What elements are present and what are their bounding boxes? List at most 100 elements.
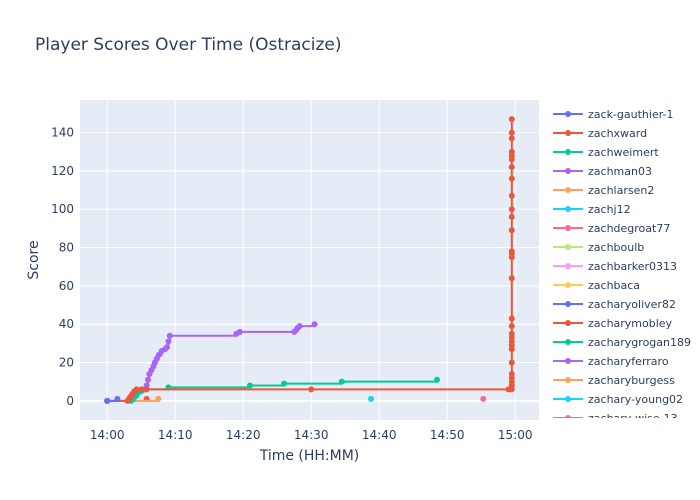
legend-label: zachdegroat77 bbox=[588, 222, 670, 235]
x-tick-label: 14:20 bbox=[226, 428, 261, 442]
series-zachdegroat77 bbox=[480, 395, 487, 402]
legend-item[interactable]: zacharymobley bbox=[553, 317, 673, 330]
legend-swatch-marker bbox=[565, 168, 571, 174]
legend-swatch-marker bbox=[565, 111, 571, 117]
legend-swatch-marker bbox=[565, 301, 571, 307]
legend-label: zachbarker0313 bbox=[588, 260, 677, 273]
data-point bbox=[508, 148, 515, 155]
legend-swatch-marker bbox=[565, 187, 571, 193]
data-point bbox=[165, 338, 172, 345]
data-point bbox=[247, 382, 253, 389]
legend-item[interactable]: zachweimert bbox=[553, 146, 659, 159]
data-point bbox=[133, 386, 140, 393]
legend-item[interactable]: zachman03 bbox=[553, 165, 652, 178]
data-point bbox=[508, 371, 515, 378]
legend-label: zachlarsen2 bbox=[588, 184, 654, 197]
legend-swatch-marker bbox=[565, 225, 571, 231]
data-point bbox=[145, 376, 151, 383]
legend-label: zachweimert bbox=[588, 146, 659, 159]
legend-item[interactable]: zachlarsen2 bbox=[553, 184, 654, 197]
legend-label: zachboulb bbox=[588, 241, 644, 254]
legend-swatch-marker bbox=[565, 320, 571, 326]
legend-item[interactable]: zachary-young02 bbox=[553, 393, 683, 406]
data-point bbox=[311, 321, 318, 328]
data-point bbox=[138, 386, 145, 393]
x-tick-label: 14:30 bbox=[294, 428, 329, 442]
legend-item[interactable]: zachary-wise-13 bbox=[553, 412, 678, 425]
data-point bbox=[508, 359, 515, 366]
y-axis-ticks: 0 20 40 60 80 100 120 140 bbox=[51, 126, 74, 408]
legend-label: zachxward bbox=[588, 127, 647, 140]
data-point bbox=[114, 395, 121, 402]
data-point bbox=[508, 164, 515, 171]
data-point bbox=[338, 378, 345, 385]
series-zachj12 bbox=[368, 395, 375, 402]
legend-label: zack-gauthier-1 bbox=[588, 108, 674, 121]
data-point bbox=[368, 395, 375, 402]
legend-swatch-marker bbox=[565, 377, 571, 383]
data-point bbox=[508, 323, 515, 330]
legend[interactable]: zack-gauthier-1 zachxward zachweimert zachm… bbox=[553, 108, 691, 425]
data-point bbox=[508, 213, 515, 220]
data-point bbox=[508, 248, 515, 255]
legend-swatch-marker bbox=[565, 244, 571, 250]
legend-item[interactable]: zacharyferraro bbox=[553, 355, 669, 368]
legend-label: zacharyferraro bbox=[588, 355, 669, 368]
data-point bbox=[508, 275, 515, 282]
legend-item[interactable]: zachj12 bbox=[553, 203, 631, 216]
series-zachxward bbox=[104, 116, 515, 404]
legend-item[interactable]: zacharygrogan189 bbox=[553, 336, 691, 349]
data-point bbox=[308, 386, 315, 393]
legend-item[interactable]: zacharyburgess bbox=[553, 374, 675, 387]
legend-swatch-marker bbox=[565, 130, 571, 136]
legend-item[interactable]: zachbaca bbox=[553, 279, 640, 292]
data-point bbox=[164, 344, 171, 351]
y-tick-label: 120 bbox=[51, 164, 74, 178]
legend-label: zachbaca bbox=[588, 279, 640, 292]
data-point bbox=[480, 395, 487, 402]
legend-swatch-marker bbox=[565, 358, 571, 364]
data-point bbox=[508, 129, 515, 136]
legend-item[interactable]: zachboulb bbox=[553, 241, 644, 254]
legend-item[interactable]: zachdegroat77 bbox=[553, 222, 670, 235]
x-axis-ticks: 14:00 14:10 14:20 14:30 14:40 14:50 15:00 bbox=[90, 428, 533, 442]
legend-label: zacharymobley bbox=[588, 317, 673, 330]
legend-swatch-marker bbox=[565, 415, 571, 418]
data-point bbox=[508, 206, 515, 213]
x-tick-label: 14:00 bbox=[90, 428, 125, 442]
legend-item[interactable]: zachbarker0313 bbox=[553, 260, 677, 273]
y-tick-label: 60 bbox=[59, 279, 74, 293]
data-point bbox=[155, 395, 162, 402]
legend-label: zacharyoliver82 bbox=[588, 298, 676, 311]
data-point bbox=[296, 323, 303, 330]
plot-area bbox=[80, 100, 539, 420]
legend-label: zacharyburgess bbox=[588, 374, 675, 387]
y-axis-title: Score bbox=[26, 240, 42, 279]
y-tick-label: 40 bbox=[59, 317, 74, 331]
y-tick-label: 0 bbox=[66, 394, 74, 408]
x-tick-label: 14:50 bbox=[430, 428, 465, 442]
series-group bbox=[104, 116, 515, 404]
legend-label: zachman03 bbox=[588, 165, 652, 178]
x-tick-label: 14:40 bbox=[362, 428, 397, 442]
x-axis-title: Time (HH:MM) bbox=[259, 448, 360, 464]
legend-item[interactable]: zachxward bbox=[553, 127, 647, 140]
legend-item[interactable]: zacharyoliver82 bbox=[553, 298, 676, 311]
data-point bbox=[508, 315, 515, 322]
data-point bbox=[508, 116, 515, 123]
data-point bbox=[508, 192, 515, 199]
y-tick-label: 80 bbox=[59, 241, 74, 255]
y-tick-label: 140 bbox=[51, 126, 74, 140]
legend-swatch-marker bbox=[565, 282, 571, 288]
series-zack-gauthier-1 bbox=[104, 395, 121, 404]
data-point bbox=[508, 135, 515, 142]
legend-swatch-marker bbox=[565, 206, 571, 212]
x-tick-label: 15:00 bbox=[498, 428, 533, 442]
data-point bbox=[434, 376, 440, 383]
data-point bbox=[508, 175, 515, 182]
chart-title: Player Scores Over Time (Ostracize) bbox=[35, 35, 342, 55]
legend-label: zachary-young02 bbox=[588, 393, 683, 406]
legend-item[interactable]: zack-gauthier-1 bbox=[553, 108, 674, 121]
legend-swatch-marker bbox=[565, 263, 571, 269]
